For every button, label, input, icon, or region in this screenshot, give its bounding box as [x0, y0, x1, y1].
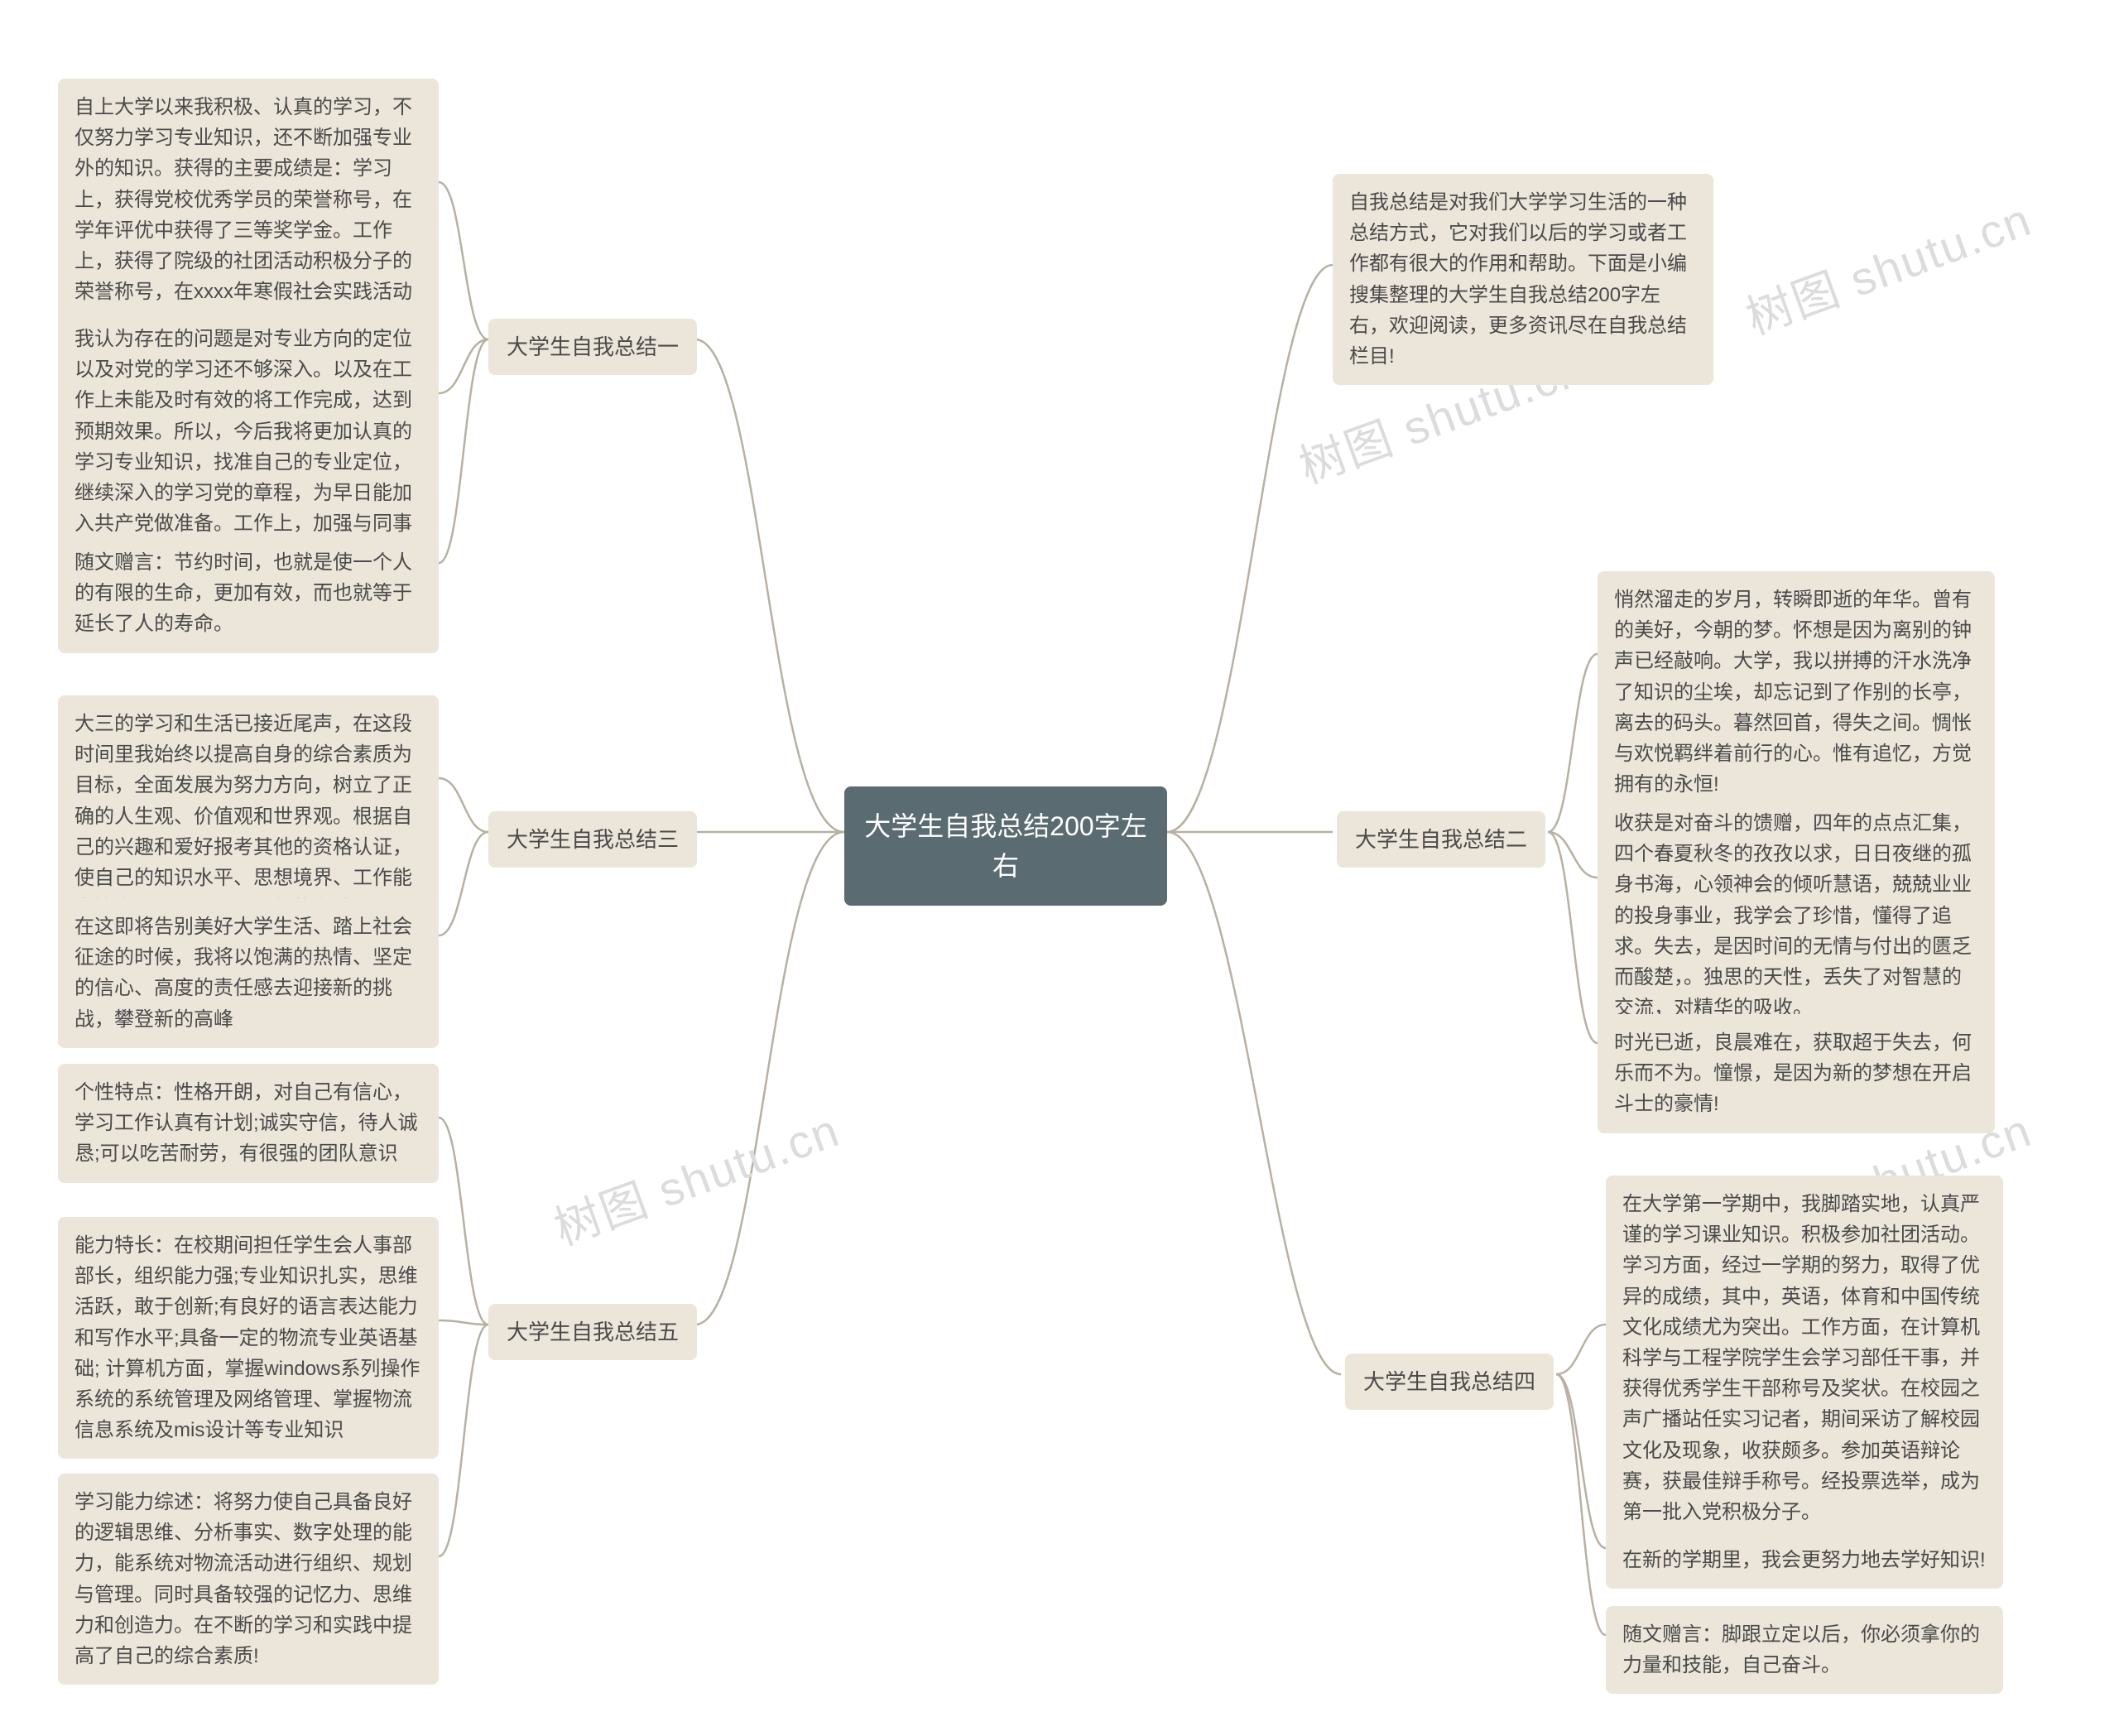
watermark: 树图 shutu.cn	[544, 1094, 848, 1259]
center-node: 大学生自我总结200字左右	[844, 786, 1167, 906]
leaf-4-1: 在新的学期里，我会更努力地去学好知识!	[1606, 1532, 2003, 1589]
leaf-3-1: 在这即将告别美好大学生活、踏上社会征途的时候，我将以饱满的热情、坚定的信心、高度…	[58, 898, 439, 1048]
leaf-5-2-text: 学习能力综述：将努力使自己具备良好的逻辑思维、分析事实、数字处理的能力，能系统对…	[74, 1491, 412, 1667]
leaf-4-0: 在大学第一学期中，我脚踏实地，认真严谨的学习课业知识。积极参加社团活动。学习方面…	[1606, 1176, 2003, 1541]
branch-4-title: 大学生自我总结四	[1363, 1369, 1535, 1394]
leaf-4-1-text: 在新的学期里，我会更努力地去学好知识!	[1622, 1549, 1986, 1571]
watermark: 树图 shutu.cn	[1736, 183, 2040, 349]
branch-3: 大学生自我总结三	[488, 811, 697, 868]
leaf-3-0-text: 大三的学习和生活已接近尾声，在这段时间里我始终以提高自身的综合素质为目标，全面发…	[74, 713, 412, 920]
leaf-4-2: 随文赠言：脚跟立定以后，你必须拿你的力量和技能，自己奋斗。	[1606, 1606, 2003, 1694]
branch-5-title: 大学生自我总结五	[507, 1320, 679, 1344]
leaf-2-0: 悄然溜走的岁月，转瞬即逝的年华。曾有的美好，今朝的梦。怀想是因为离别的钟声已经敲…	[1598, 571, 1995, 813]
leaf-5-1-text: 能力特长：在校期间担任学生会人事部部长，组织能力强;专业知识扎实，思维活跃，敢于…	[74, 1234, 420, 1441]
branch-2-title: 大学生自我总结二	[1355, 827, 1527, 852]
leaf-2-1: 收获是对奋斗的馈赠，四年的点点汇集，四个春夏秋冬的孜孜以求，日日夜继的孤身书海，…	[1598, 795, 1995, 1036]
branch-5: 大学生自我总结五	[488, 1304, 697, 1360]
branch-3-title: 大学生自我总结三	[507, 827, 679, 852]
leaf-2-2: 时光已逝，良晨难在，获取超于失去，何乐而不为。憧憬，是因为新的梦想在开启斗士的豪…	[1598, 1014, 1995, 1133]
leaf-4-0-text: 在大学第一学期中，我脚踏实地，认真严谨的学习课业知识。积极参加社团活动。学习方面…	[1622, 1193, 1980, 1523]
leaf-1-0-text: 自上大学以来我积极、认真的学习，不仅努力学习专业知识，还不断加强专业外的知识。获…	[74, 96, 412, 334]
leaf-2-0-text: 悄然溜走的岁月，转瞬即逝的年华。曾有的美好，今朝的梦。怀想是因为离别的钟声已经敲…	[1614, 589, 1972, 796]
leaf-1-2: 随文赠言：节约时间，也就是使一个人的有限的生命，更加有效，而也就等于延长了人的寿…	[58, 534, 439, 653]
intro-node: 自我总结是对我们大学学习生活的一种总结方式，它对我们以后的学习或者工作都有很大的…	[1333, 174, 1713, 385]
branch-2: 大学生自我总结二	[1337, 811, 1545, 868]
leaf-2-1-text: 收获是对奋斗的馈赠，四年的点点汇集，四个春夏秋冬的孜孜以求，日日夜继的孤身书海，…	[1614, 812, 1972, 1019]
leaf-3-1-text: 在这即将告别美好大学生活、踏上社会征途的时候，我将以饱满的热情、坚定的信心、高度…	[74, 916, 412, 1031]
branch-1-title: 大学生自我总结一	[507, 334, 679, 359]
leaf-5-1: 能力特长：在校期间担任学生会人事部部长，组织能力强;专业知识扎实，思维活跃，敢于…	[58, 1217, 439, 1459]
leaf-5-0: 个性特点：性格开朗，对自己有信心，学习工作认真有计划;诚实守信，待人诚恳;可以吃…	[58, 1064, 439, 1183]
leaf-1-2-text: 随文赠言：节约时间，也就是使一个人的有限的生命，更加有效，而也就等于延长了人的寿…	[74, 551, 412, 635]
leaf-2-2-text: 时光已逝，良晨难在，获取超于失去，何乐而不为。憧憬，是因为新的梦想在开启斗士的豪…	[1614, 1032, 1972, 1115]
center-title: 大学生自我总结200字左右	[864, 811, 1146, 881]
branch-4: 大学生自我总结四	[1345, 1354, 1554, 1410]
leaf-4-2-text: 随文赠言：脚跟立定以后，你必须拿你的力量和技能，自己奋斗。	[1622, 1623, 1980, 1676]
leaf-5-0-text: 个性特点：性格开朗，对自己有信心，学习工作认真有计划;诚实守信，待人诚恳;可以吃…	[74, 1081, 418, 1165]
intro-text: 自我总结是对我们大学学习生活的一种总结方式，它对我们以后的学习或者工作都有很大的…	[1349, 191, 1687, 368]
leaf-5-2: 学习能力综述：将努力使自己具备良好的逻辑思维、分析事实、数字处理的能力，能系统对…	[58, 1474, 439, 1685]
branch-1: 大学生自我总结一	[488, 319, 697, 375]
